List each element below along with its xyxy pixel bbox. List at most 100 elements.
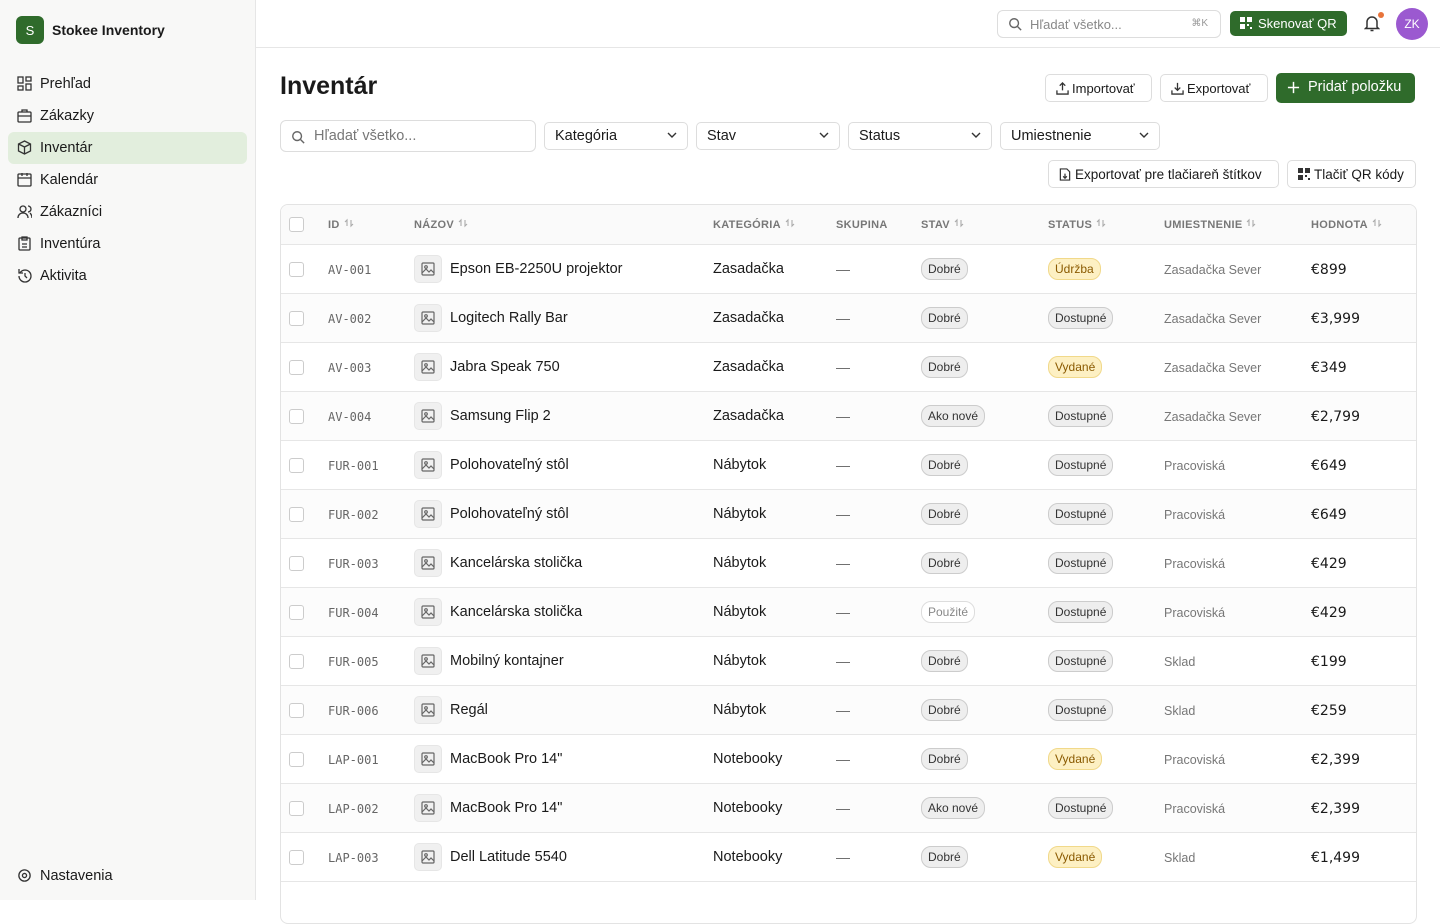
label: Nastavenia xyxy=(40,868,113,884)
nav-item[interactable]: Inventár xyxy=(8,132,247,164)
table-row[interactable]: AV-002 Logitech Rally Bar Zasadačka — Dobré D… xyxy=(281,294,1416,343)
table-row[interactable]: AV-003 Jabra Speak 750 Zasadačka — Dobré Vyda… xyxy=(281,343,1416,392)
cell: Nábytok xyxy=(713,702,836,718)
chevron xyxy=(667,132,677,138)
sort-icon xyxy=(344,218,353,228)
label: Inventár xyxy=(40,140,93,156)
item-name: Regál xyxy=(450,702,488,718)
item-name: Mobilný kontajner xyxy=(450,653,564,669)
table-row[interactable]: FUR-001 Polohovateľný stôl Nábytok — Dobré Do… xyxy=(281,441,1416,490)
table-row[interactable]: LAP-003 Dell Latitude 5540 Notebooky — Dobré… xyxy=(281,833,1416,882)
nav-item[interactable]: Kalendár xyxy=(8,164,247,196)
scan-qr-button[interactable]: Skenovať QR xyxy=(1230,11,1347,36)
checkbox[interactable] xyxy=(289,555,304,571)
cell: — xyxy=(836,800,921,816)
cell: Pracoviská xyxy=(1164,800,1311,816)
print-qr-button[interactable]: Tlačiť QR kódy xyxy=(1287,160,1416,188)
table-row[interactable]: AV-001 Epson EB-2250U projektor Zasadačka —… xyxy=(281,245,1416,294)
condition-badge: Dobré xyxy=(921,258,968,280)
column-header[interactable]: STATUS xyxy=(1048,218,1164,231)
label: Exportovať xyxy=(1187,80,1251,96)
condition-badge: Dobré xyxy=(921,846,968,868)
table-row[interactable]: LAP-002 MacBook Pro 14" Notebooky — Ako nové… xyxy=(281,784,1416,833)
import-button[interactable]: Importovať xyxy=(1045,74,1152,102)
placeholder: Hľadať všetko... xyxy=(314,128,417,144)
checkbox[interactable] xyxy=(289,653,304,669)
avatar[interactable]: ZK xyxy=(1396,8,1428,40)
label: Status xyxy=(859,128,901,144)
table-row[interactable]: FUR-002 Polohovateľný stôl Nábytok — Dobré Do… xyxy=(281,490,1416,539)
filter-select[interactable]: Umiestnenie xyxy=(1000,122,1160,150)
table-row[interactable]: FUR-004 Kancelárska stolička Nábytok — Použi… xyxy=(281,588,1416,637)
cell: Notebooky xyxy=(713,751,836,767)
cell: LAP-001 xyxy=(328,751,414,767)
condition-badge: Dobré xyxy=(921,552,968,574)
checkbox[interactable] xyxy=(289,800,304,816)
location: Pracoviská xyxy=(1164,802,1226,816)
add-item-button[interactable]: Pridať položku xyxy=(1276,73,1415,103)
global-search[interactable]: Hľadať všetko... ⌘K xyxy=(997,10,1221,38)
checkbox[interactable] xyxy=(289,604,304,620)
group: — xyxy=(836,261,850,277)
cell: Dobré xyxy=(921,748,1048,770)
group: — xyxy=(836,653,850,669)
export-labels-button[interactable]: Exportovať pre tlačiareň štítkov xyxy=(1048,160,1279,188)
column-header: SKUPINA xyxy=(836,219,921,231)
cell: MacBook Pro 14" xyxy=(414,745,713,773)
value: €2,399 xyxy=(1311,800,1360,817)
sort-icon xyxy=(1096,218,1106,228)
checkbox[interactable] xyxy=(289,751,304,767)
nav-settings[interactable]: Nastavenia xyxy=(8,860,113,892)
category: Nábytok xyxy=(713,555,767,571)
checkbox[interactable] xyxy=(289,217,304,232)
nav-item[interactable]: Prehľad xyxy=(8,68,247,100)
table-row[interactable]: LAP-001 MacBook Pro 14" Notebooky — Dobré Vyd… xyxy=(281,735,1416,784)
nav-item[interactable]: Zákazníci xyxy=(8,196,247,228)
thumbnail xyxy=(414,500,442,528)
condition-badge: Dobré xyxy=(921,699,968,721)
thumbnail xyxy=(414,549,442,577)
column-header[interactable]: HODNOTA xyxy=(1311,218,1411,231)
inventory-table: ID NÁZOV KATEGÓRIA SKUPINA STAV STATUS UMIESTN… xyxy=(280,204,1417,924)
checkbox[interactable] xyxy=(289,457,304,473)
notifications[interactable] xyxy=(1364,14,1380,32)
checkbox[interactable] xyxy=(289,261,304,277)
cell: Dobré xyxy=(921,356,1048,378)
status-badge: Dostupné xyxy=(1048,503,1114,525)
cell xyxy=(281,261,328,277)
checkbox[interactable] xyxy=(289,506,304,522)
column-header[interactable]: NÁZOV xyxy=(414,218,713,231)
status-badge: Dostupné xyxy=(1048,601,1114,623)
checkbox[interactable] xyxy=(289,849,304,865)
filter-select[interactable]: Kategória xyxy=(544,122,688,150)
checkbox[interactable] xyxy=(289,310,304,326)
table-row[interactable]: FUR-005 Mobilný kontajner Nábytok — Dobré Dos… xyxy=(281,637,1416,686)
nav-item[interactable]: Aktivita xyxy=(8,260,247,292)
column-header[interactable]: UMIESTNENIE xyxy=(1164,218,1311,231)
column-header[interactable]: STAV xyxy=(921,218,1048,231)
thumbnail xyxy=(414,598,442,626)
nav-item[interactable]: Inventúra xyxy=(8,228,247,260)
table-row[interactable]: FUR-003 Kancelárska stolička Nábytok — Dobré… xyxy=(281,539,1416,588)
location: Sklad xyxy=(1164,655,1196,669)
search-input[interactable]: Hľadať všetko... xyxy=(280,120,536,152)
checkbox[interactable] xyxy=(289,702,304,718)
item-id: AV-004 xyxy=(328,410,372,424)
checkbox[interactable] xyxy=(289,408,304,424)
column-header[interactable]: KATEGÓRIA xyxy=(713,218,836,231)
checkbox[interactable] xyxy=(289,359,304,375)
column-header[interactable]: ID xyxy=(328,218,414,231)
group: — xyxy=(836,800,850,816)
cell: Notebooky xyxy=(713,849,836,865)
export-button[interactable]: Exportovať xyxy=(1160,74,1268,102)
table-row[interactable]: AV-004 Samsung Flip 2 Zasadačka — Ako nové Do… xyxy=(281,392,1416,441)
table-row[interactable]: FUR-006 Regál Nábytok — Dobré Dostupné Sklad €2… xyxy=(281,686,1416,735)
filter-select[interactable]: Status xyxy=(848,122,992,150)
filter-select[interactable]: Stav xyxy=(696,122,840,150)
cell: Dobré xyxy=(921,846,1048,868)
nav-item[interactable]: Zákazky xyxy=(8,100,247,132)
group: — xyxy=(836,555,850,571)
status-badge: Dostupné xyxy=(1048,405,1114,427)
icon xyxy=(18,269,32,283)
cell: Nábytok xyxy=(713,653,836,669)
